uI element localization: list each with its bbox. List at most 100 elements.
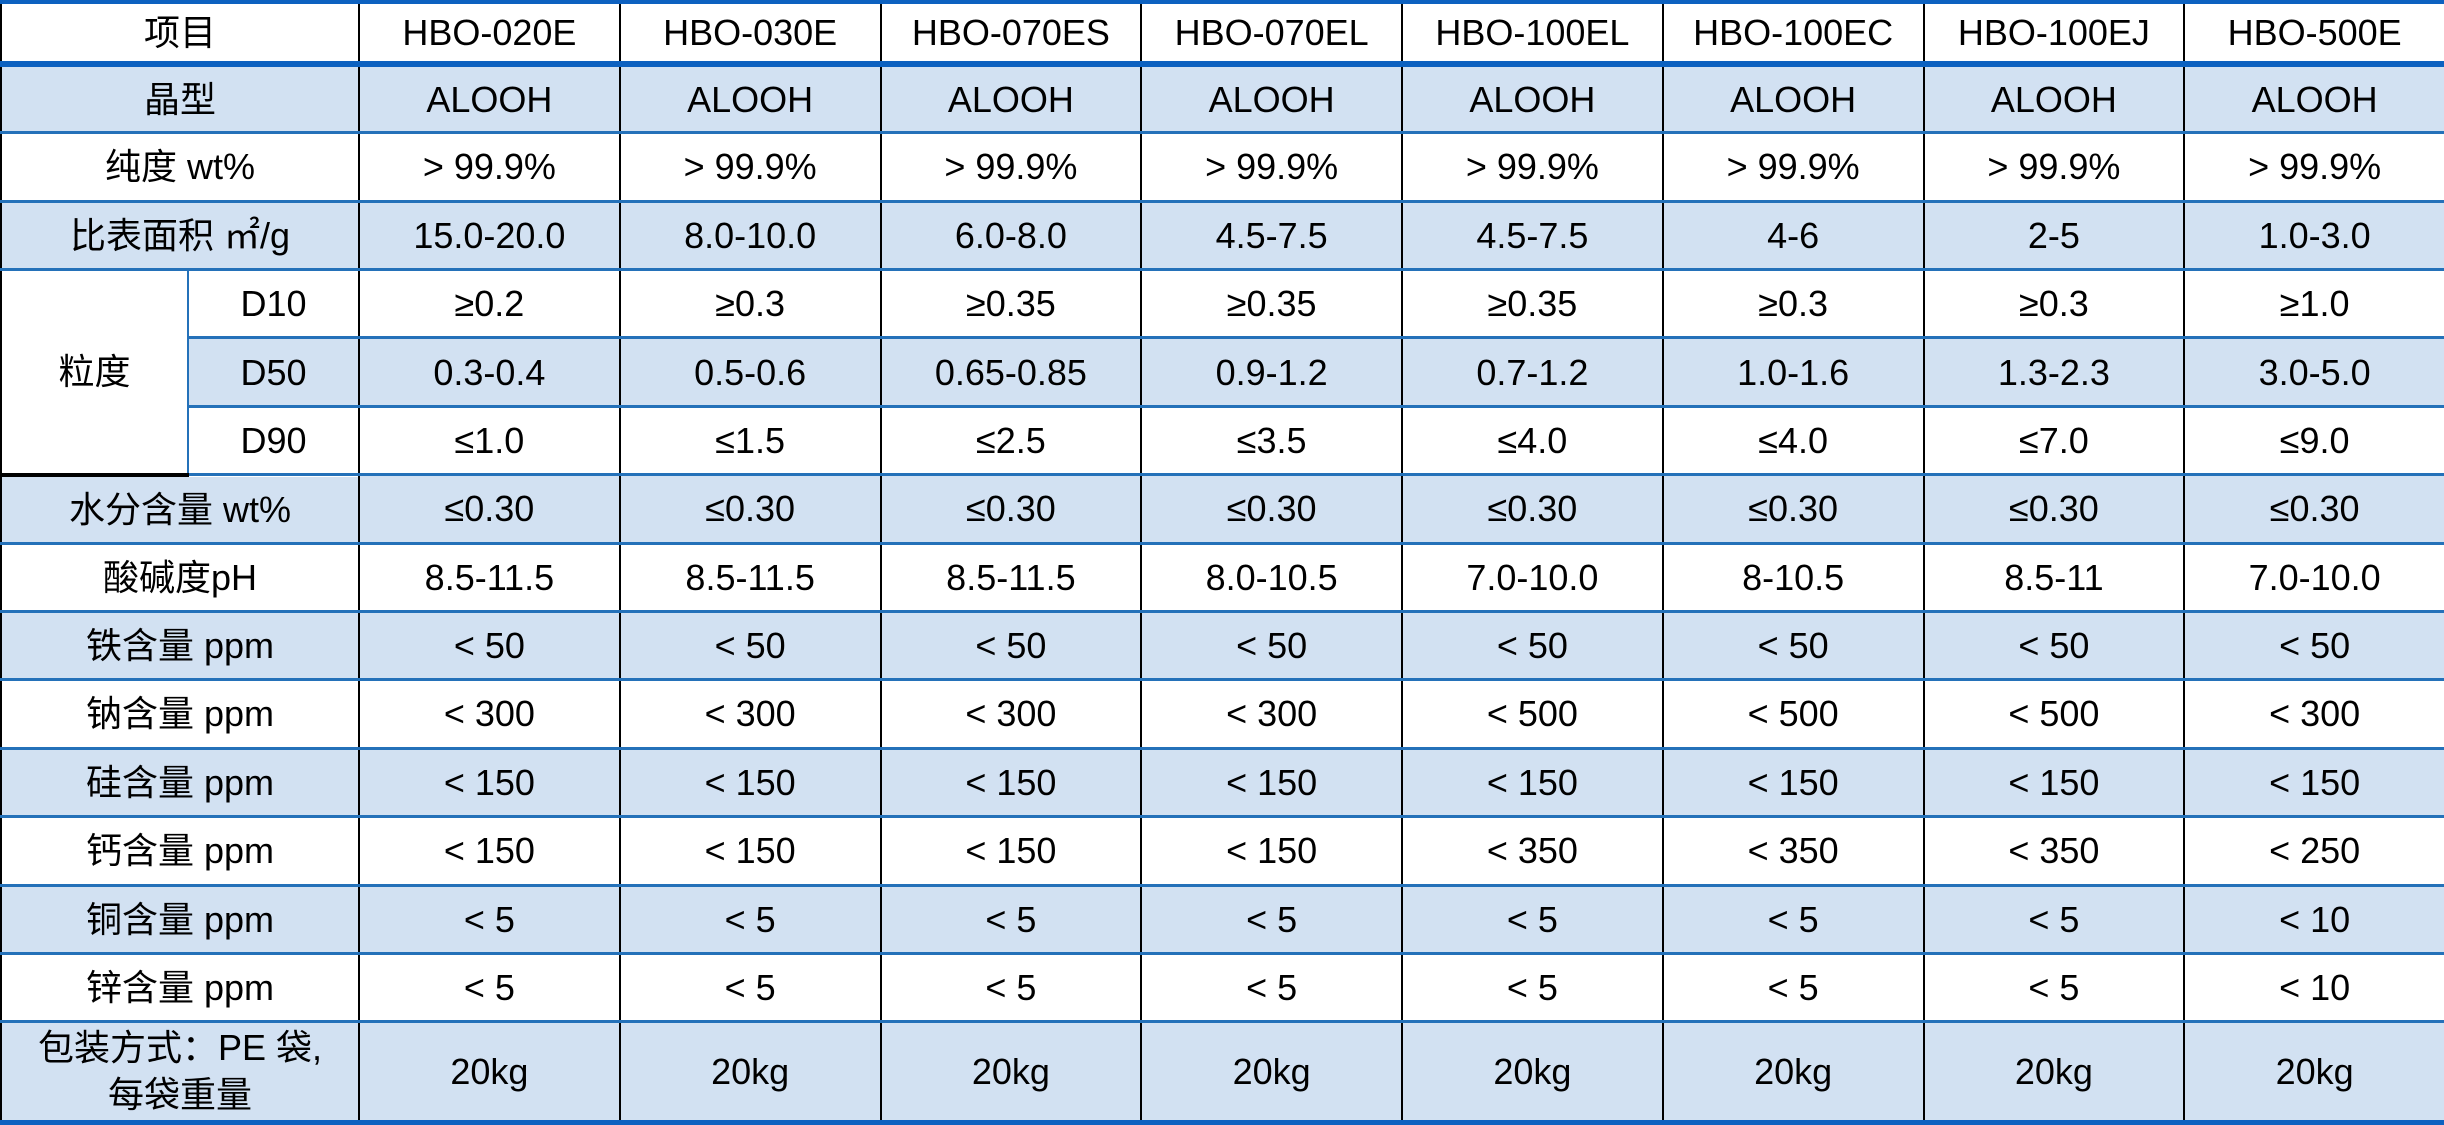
spec-value-cell: 1.0-1.6 <box>1661 336 1925 408</box>
column-header-hbo-100el: HBO-100EL <box>1401 0 1664 68</box>
spec-value-cell: 15.0-20.0 <box>358 199 621 272</box>
spec-value-cell: 6.0-8.0 <box>879 199 1143 272</box>
spec-value-cell: < 150 <box>618 746 882 819</box>
spec-value-cell: 7.0-10.0 <box>1401 541 1664 613</box>
spec-value-cell: 2-5 <box>1922 199 2186 272</box>
spec-value-cell: 0.65-0.85 <box>879 336 1143 408</box>
spec-value-cell: ≤9.0 <box>2183 404 2444 477</box>
spec-value-cell: ≥0.35 <box>879 268 1143 340</box>
spec-value-cell: < 300 <box>879 678 1143 750</box>
spec-value-cell: 4-6 <box>1661 199 1925 272</box>
particle-size-group-label: 粒度 <box>0 268 189 477</box>
spec-value-cell: ALOOH <box>358 62 621 135</box>
spec-value-cell: ≤4.0 <box>1661 404 1925 477</box>
spec-value-cell: 20kg <box>2183 1020 2444 1125</box>
spec-value-cell: > 99.9% <box>879 131 1143 203</box>
spec-value-cell: ≥1.0 <box>2183 268 2444 340</box>
spec-value-cell: < 50 <box>358 609 621 682</box>
spec-value-cell: 20kg <box>1922 1020 2186 1125</box>
row-label: 钙含量 ppm <box>0 815 361 887</box>
spec-value-cell: < 10 <box>2183 883 2444 955</box>
spec-value-cell: 20kg <box>1661 1020 1925 1125</box>
spec-value-cell: ≤0.30 <box>1140 473 1404 545</box>
column-header-hbo-500e: HBO-500E <box>2183 0 2444 68</box>
packaging-label: 包装方式：PE 袋, 每袋重量 <box>0 1020 361 1125</box>
spec-value-cell: 20kg <box>358 1020 621 1125</box>
row-zinc-content: 锌含量 ppm < 5 < 5 < 5 < 5 < 5 < 5 < 5 < 10 <box>0 951 2444 1024</box>
spec-value-cell: ≥0.35 <box>1401 268 1664 340</box>
column-header-hbo-100ej: HBO-100EJ <box>1922 0 2186 68</box>
row-label: 晶型 <box>0 62 361 135</box>
spec-value-cell: 4.5-7.5 <box>1140 199 1404 272</box>
column-header-hbo-020e: HBO-020E <box>358 0 621 68</box>
spec-value-cell: 20kg <box>1401 1020 1664 1125</box>
spec-value-cell: < 350 <box>1401 815 1664 887</box>
spec-value-cell: < 150 <box>1401 746 1664 819</box>
spec-value-cell: ≤1.0 <box>358 404 621 477</box>
spec-value-cell: ≥0.2 <box>358 268 621 340</box>
spec-value-cell: < 5 <box>1661 951 1925 1024</box>
spec-value-cell: < 350 <box>1922 815 2186 887</box>
spec-value-cell: ≥0.35 <box>1140 268 1404 340</box>
packaging-label-line2: 每袋重量 <box>108 1073 253 1115</box>
column-header-hbo-100ec: HBO-100EC <box>1661 0 1925 68</box>
spec-value-cell: ALOOH <box>1661 62 1925 135</box>
row-silicon-content: 硅含量 ppm < 150 < 150 < 150 < 150 < 150 < … <box>0 746 2444 819</box>
row-label: 铁含量 ppm <box>0 609 361 682</box>
row-label: 铜含量 ppm <box>0 883 361 955</box>
row-ph: 酸碱度pH 8.5-11.5 8.5-11.5 8.5-11.5 8.0-10.… <box>0 541 2444 613</box>
spec-value-cell: < 50 <box>1140 609 1404 682</box>
spec-value-cell: < 150 <box>879 815 1143 887</box>
spec-value-cell: > 99.9% <box>618 131 882 203</box>
row-purity: 纯度 wt% > 99.9% > 99.9% > 99.9% > 99.9% >… <box>0 131 2444 203</box>
row-label: 钠含量 ppm <box>0 678 361 750</box>
spec-value-cell: < 150 <box>358 746 621 819</box>
spec-value-cell: > 99.9% <box>1922 131 2186 203</box>
row-label: 硅含量 ppm <box>0 746 361 819</box>
corner-header: 项目 <box>0 0 361 68</box>
spec-value-cell: 8.0-10.0 <box>618 199 882 272</box>
column-header-hbo-070el: HBO-070EL <box>1140 0 1404 68</box>
spec-value-cell: < 5 <box>1401 951 1664 1024</box>
spec-value-cell: < 150 <box>1140 746 1404 819</box>
spec-value-cell: < 50 <box>879 609 1143 682</box>
row-particle-size-d10: 粒度 D10 ≥0.2 ≥0.3 ≥0.35 ≥0.35 ≥0.35 ≥0.3 … <box>0 268 2444 477</box>
row-label: 纯度 wt% <box>0 131 361 203</box>
spec-value-cell: < 5 <box>1922 951 2186 1024</box>
spec-value-cell: < 150 <box>1661 746 1925 819</box>
spec-value-cell: ≤3.5 <box>1140 404 1404 477</box>
size-sub-label-d50: D50 <box>186 336 361 408</box>
row-label: 锌含量 ppm <box>0 951 361 1024</box>
spec-value-cell: ALOOH <box>1922 62 2186 135</box>
spec-value-cell: ≤0.30 <box>1401 473 1664 545</box>
spec-value-cell: ALOOH <box>2183 62 2444 135</box>
spec-value-cell: < 500 <box>1922 678 2186 750</box>
column-header-hbo-070es: HBO-070ES <box>879 0 1143 68</box>
spec-value-cell: > 99.9% <box>2183 131 2444 203</box>
size-sub-label-d90: D90 <box>186 404 361 477</box>
spec-value-cell: < 5 <box>1401 883 1664 955</box>
spec-value-cell: 3.0-5.0 <box>2183 336 2444 408</box>
spec-value-cell: < 5 <box>358 883 621 955</box>
spec-value-cell: 0.3-0.4 <box>358 336 621 408</box>
row-label: 比表面积 ㎡/g <box>0 199 361 272</box>
spec-value-cell: 1.0-3.0 <box>2183 199 2444 272</box>
spec-value-cell: ≤0.30 <box>1922 473 2186 545</box>
spec-value-cell: < 300 <box>1140 678 1404 750</box>
spec-value-cell: ≤0.30 <box>358 473 621 545</box>
spec-value-cell: 8.5-11 <box>1922 541 2186 613</box>
row-iron-content: 铁含量 ppm < 50 < 50 < 50 < 50 < 50 < 50 < … <box>0 609 2444 682</box>
spec-value-cell: < 500 <box>1401 678 1664 750</box>
spec-value-cell: ≤0.30 <box>618 473 882 545</box>
spec-value-cell: < 50 <box>1661 609 1925 682</box>
spec-value-cell: ≥0.3 <box>618 268 882 340</box>
spec-value-cell: > 99.9% <box>1401 131 1664 203</box>
spec-value-cell: < 150 <box>618 815 882 887</box>
spec-value-cell: 20kg <box>1140 1020 1404 1125</box>
spec-value-cell: 7.0-10.0 <box>2183 541 2444 613</box>
row-label: 水分含量 wt% <box>0 473 361 545</box>
spec-value-cell: ALOOH <box>879 62 1143 135</box>
spec-value-cell: > 99.9% <box>1140 131 1404 203</box>
spec-value-cell: < 300 <box>618 678 882 750</box>
